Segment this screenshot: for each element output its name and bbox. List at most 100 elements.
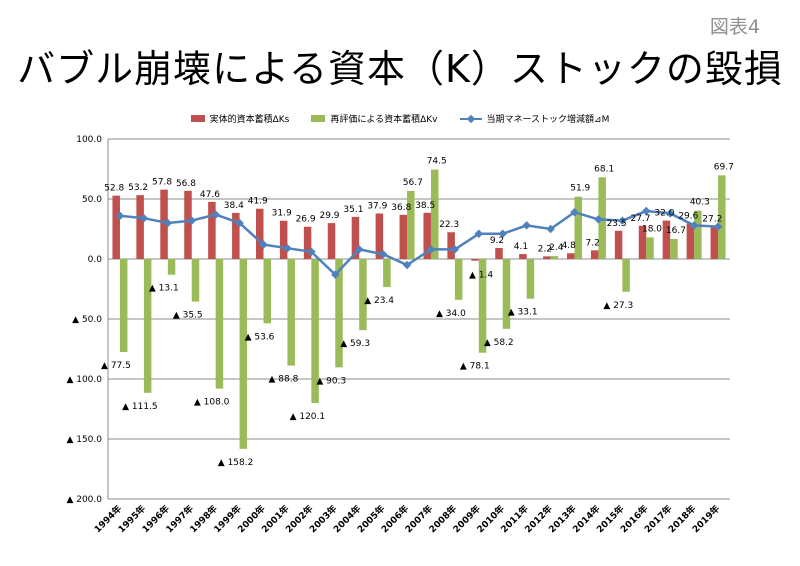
data-label-ks: 35.1 [343,205,363,215]
bar-ks [567,253,575,259]
legend-item-ks: 実体的資本蓄積ΔKs [190,112,290,125]
marker-m [163,218,173,228]
data-label-ks: 53.2 [128,183,148,193]
data-label-kv: ▲ 35.5 [173,311,203,321]
bar-kv [383,259,391,288]
bar-ks [112,195,120,259]
legend-label-ks: 実体的資本蓄積ΔKs [209,115,290,125]
chart-title: バブル崩壊による資本（K）ストックの毀損 [17,47,783,91]
data-label-kv: ▲ 158.2 [218,458,254,468]
bar-ks [160,189,168,259]
bar-ks [543,256,551,259]
data-label-ks: 56.8 [176,179,196,189]
y-tick-label: ▲ 150.0 [66,435,102,445]
marker-m [211,210,220,219]
data-label-ks: 2.2 [538,244,552,254]
marker-m [187,216,196,225]
bar-ks [327,223,336,259]
bar-kv [646,237,654,259]
marker-m [235,218,244,228]
legend-swatch-m [459,114,482,123]
bar-ks [638,225,647,259]
bar-kv [622,259,630,292]
bar-ks [208,201,216,259]
data-label-ks: 29.9 [319,211,339,221]
data-label-kv: 18.0 [642,224,662,234]
bar-ks [590,250,599,259]
y-tick-label: ▲ 50.0 [72,315,102,325]
bar-ks [303,226,312,259]
data-label-kv: 40.3 [690,198,710,208]
data-label-kv: 51.9 [570,184,590,194]
data-label-ks: 52.8 [104,184,124,194]
figure-label: 図表4 [709,16,760,38]
data-label-ks: 41.9 [248,197,268,207]
y-tick-label: 100.0 [76,135,102,145]
data-label-kv: ▲ 78.1 [460,362,490,372]
bar-ks [279,220,288,259]
marker-m [139,213,149,223]
bar-kv [359,259,367,331]
data-label-kv: ▲ 59.3 [340,339,370,349]
bar-kv [454,259,463,300]
bar-ks [256,208,264,259]
data-label-ks: 27.7 [630,214,650,224]
marker-m [354,245,364,254]
data-label-ks: 47.6 [200,190,220,200]
legend-item-kv: 再評価による資本蓄積ΔKv [311,112,438,125]
y-tick-label: 0.0 [88,255,103,265]
data-label-kv: ▲ 120.1 [290,412,326,422]
bar-kv [191,259,200,302]
legend-label-m: 当期マネーストック増減額⊿M [486,115,610,125]
bar-kv [119,259,128,352]
bar-kv [143,259,152,393]
data-label-ks: 31.9 [272,209,292,219]
data-label-ks: 32.0 [654,209,674,219]
data-label-kv: ▲ 13.1 [149,284,179,294]
marker-m [498,229,507,239]
bar-kv [430,169,439,259]
data-label-kv: ▲ 58.2 [484,338,514,348]
bar-kv [550,256,559,259]
marker-m [331,270,340,279]
bar-ks [519,254,527,259]
data-label-kv: 68.1 [594,164,614,174]
bar-kv [598,177,606,259]
data-label-kv: ▲ 90.3 [316,376,346,386]
bar-ks [662,220,671,259]
bar-ks [184,190,192,259]
bar-ks [351,216,360,259]
bar-kv [335,259,343,368]
marker-m [450,245,460,254]
bar-kv [287,259,295,366]
bar-ks [399,214,408,259]
marker-m [259,240,268,249]
data-label-ks: 29.6 [678,211,698,221]
legend-label-kv: 再評価による資本蓄積ΔKv [330,115,438,125]
bar-ks [136,195,144,259]
data-label-kv: 69.7 [714,162,734,172]
y-tick-label: 50.0 [82,195,102,205]
marker-m [378,249,388,259]
data-label-kv: ▲ 88.8 [269,375,299,385]
bar-ks [686,223,695,259]
data-label-kv: 56.7 [403,178,423,188]
bar-kv [311,259,319,404]
data-label-ks: 38.5 [415,201,435,211]
data-label-kv: ▲ 27.3 [603,301,633,311]
marker-m [474,229,484,239]
bar-ks [375,213,384,259]
y-tick-label: ▲ 200.0 [66,495,102,505]
data-label-kv: ▲ 23.4 [364,296,394,306]
bar-ks [471,259,479,261]
data-label-kv: 16.7 [666,226,686,236]
data-label-ks: 37.9 [367,202,387,212]
data-label-ks: 22.3 [439,220,459,230]
data-label-ks: 38.4 [224,201,244,211]
data-label-kv: 74.5 [427,157,447,167]
legend-swatch-ks [190,115,205,122]
bar-kv [574,196,582,259]
bar-kv [718,175,726,259]
bar-ks [614,230,623,259]
data-label-ks: 36.8 [391,203,411,213]
